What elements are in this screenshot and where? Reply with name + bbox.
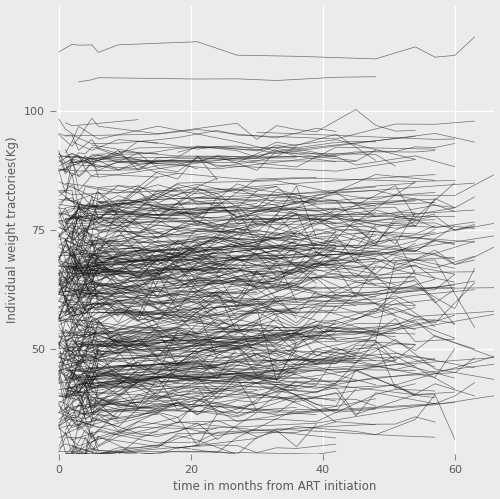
Y-axis label: Individual weight tractories(Kg): Individual weight tractories(Kg) — [6, 137, 18, 323]
X-axis label: time in months from ART initiation: time in months from ART initiation — [174, 481, 376, 494]
